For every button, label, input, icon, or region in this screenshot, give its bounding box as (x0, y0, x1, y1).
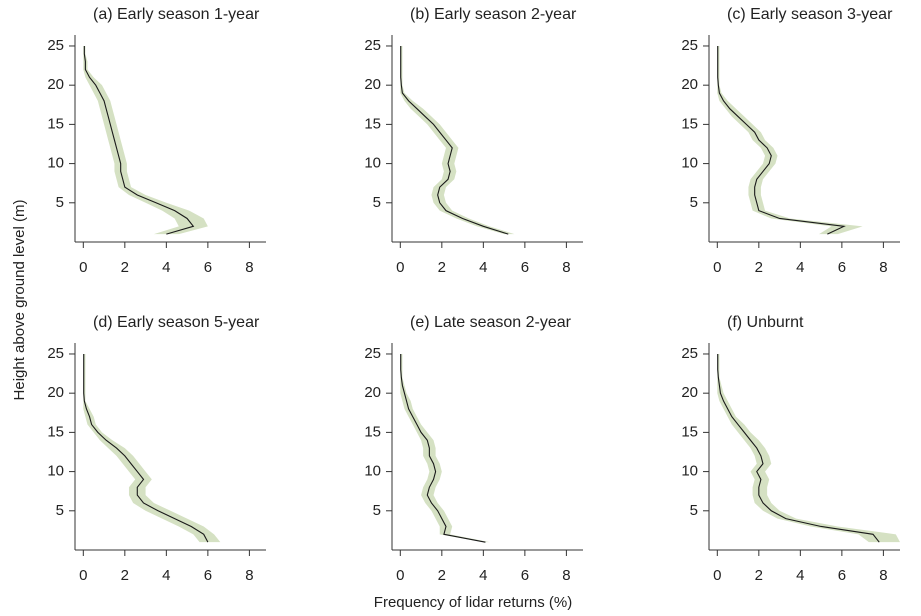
x-tick-label: 2 (755, 567, 763, 584)
y-tick-label: 20 (364, 384, 381, 401)
x-tick-label: 2 (438, 259, 446, 276)
panel-title: (b) Early season 2-year (410, 6, 577, 23)
x-tick-label: 0 (396, 567, 404, 584)
x-tick-label: 8 (245, 567, 253, 584)
y-tick-label: 5 (56, 194, 64, 211)
x-tick-label: 6 (204, 567, 212, 584)
x-tick-label: 6 (838, 567, 846, 584)
profile-line (717, 45, 846, 235)
y-tick-label: 10 (681, 463, 698, 480)
x-tick-label: 0 (713, 259, 721, 276)
panel-title: (c) Early season 3-year (727, 6, 893, 23)
y-tick-label: 15 (364, 423, 381, 440)
y-tick-label: 5 (56, 502, 64, 519)
x-tick-label: 4 (479, 259, 487, 276)
x-tick-label: 4 (796, 259, 804, 276)
y-tick-label: 15 (364, 115, 381, 132)
x-tick-label: 0 (79, 567, 87, 584)
x-tick-label: 6 (838, 259, 846, 276)
y-tick-label: 15 (47, 115, 64, 132)
x-tick-label: 4 (162, 259, 170, 276)
x-tick-label: 4 (796, 567, 804, 584)
y-tick-label: 10 (364, 155, 381, 172)
x-tick-label: 0 (79, 259, 87, 276)
x-tick-label: 6 (204, 259, 212, 276)
y-tick-label: 15 (47, 423, 64, 440)
y-tick-label: 5 (373, 194, 381, 211)
x-tick-label: 8 (879, 567, 887, 584)
x-tick-label: 2 (121, 567, 129, 584)
y-tick-label: 25 (364, 37, 381, 54)
y-tick-label: 25 (47, 345, 64, 362)
y-tick-label: 10 (681, 155, 698, 172)
profile-line (83, 353, 209, 543)
x-tick-label: 8 (562, 567, 570, 584)
confidence-band (83, 45, 208, 235)
y-tick-label: 20 (681, 384, 698, 401)
panel-title: (e) Late season 2-year (410, 314, 572, 331)
y-tick-label: 10 (47, 155, 64, 172)
y-tick-label: 5 (690, 502, 698, 519)
y-tick-label: 15 (681, 115, 698, 132)
confidence-band (400, 45, 515, 235)
y-tick-label: 5 (690, 194, 698, 211)
y-tick-label: 10 (47, 463, 64, 480)
profile-line (400, 353, 486, 543)
y-tick-label: 25 (681, 37, 698, 54)
y-tick-label: 20 (364, 76, 381, 93)
x-tick-label: 4 (162, 567, 170, 584)
confidence-band (400, 353, 490, 543)
profile-line (717, 353, 880, 543)
y-tick-label: 10 (364, 463, 381, 480)
y-tick-label: 5 (373, 502, 381, 519)
y-tick-label: 15 (681, 423, 698, 440)
y-tick-label: 20 (47, 76, 64, 93)
profile-line (400, 45, 509, 235)
x-tick-label: 2 (438, 567, 446, 584)
x-tick-label: 2 (121, 259, 129, 276)
panel-title: (a) Early season 1-year (93, 6, 260, 23)
x-tick-label: 6 (521, 259, 529, 276)
x-tick-label: 8 (879, 259, 887, 276)
x-tick-label: 6 (521, 567, 529, 584)
y-axis-label: Height above ground level (m) (11, 200, 28, 401)
x-tick-label: 4 (479, 567, 487, 584)
y-tick-label: 20 (47, 384, 64, 401)
y-tick-label: 25 (47, 37, 64, 54)
y-tick-label: 20 (681, 76, 698, 93)
x-tick-label: 2 (755, 259, 763, 276)
panel-title: (d) Early season 5-year (93, 314, 260, 331)
panel-title: (f) Unburnt (727, 314, 804, 331)
x-tick-label: 8 (562, 259, 570, 276)
confidence-band (717, 45, 863, 235)
confidence-band (83, 353, 221, 543)
x-tick-label: 0 (396, 259, 404, 276)
x-tick-label: 0 (713, 567, 721, 584)
x-axis-label: Frequency of lidar returns (%) (374, 594, 572, 611)
y-tick-label: 25 (681, 345, 698, 362)
y-tick-label: 25 (364, 345, 381, 362)
profile-line (83, 45, 195, 235)
confidence-band (717, 353, 900, 543)
x-tick-label: 8 (245, 259, 253, 276)
